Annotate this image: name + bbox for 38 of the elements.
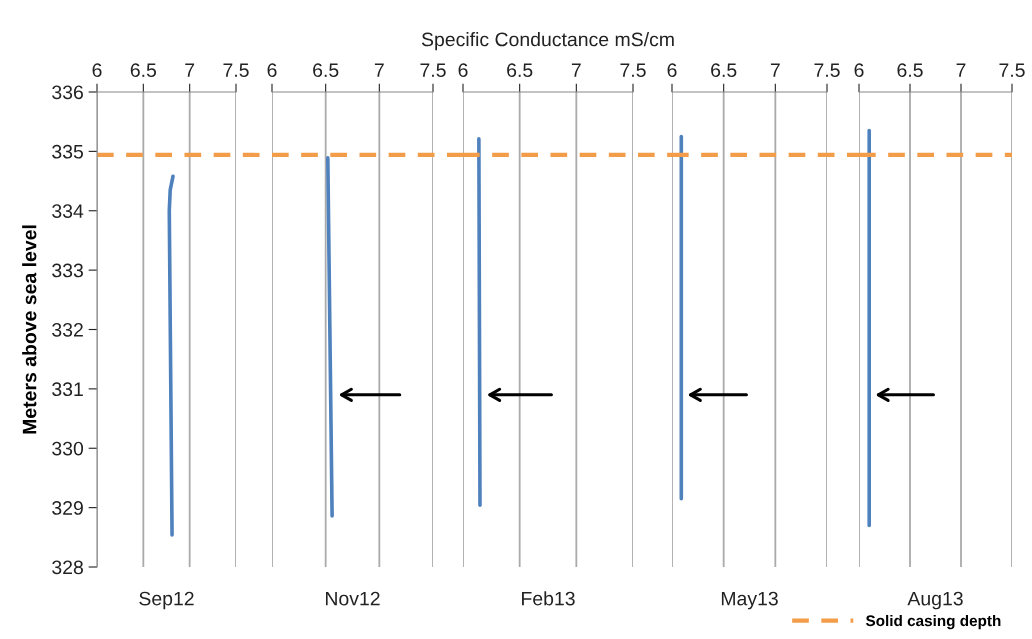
x-tick-label: 7.5 [223, 63, 249, 78]
legend-label: Solid casing depth [865, 614, 1001, 630]
x-tick-label: 6 [92, 63, 102, 78]
y-axis-title: Meters above sea level [22, 225, 37, 434]
y-tick-label: 334 [52, 204, 84, 218]
x-tick-label: 7 [770, 63, 780, 77]
x-tick-label: 7 [374, 63, 384, 77]
text: Feb13 [522, 591, 575, 606]
x-axis-title: Specific Conductance mS/cm [421, 32, 674, 51]
y-tick-label: 333 [52, 263, 83, 278]
text: Sep12 [139, 591, 194, 610]
x-tick-label: 6.5 [711, 63, 737, 78]
x-tick-label: 6.5 [130, 63, 157, 78]
x-tick-label: 7.5 [999, 63, 1025, 78]
y-tick-label: 330 [52, 441, 84, 456]
text: May13 [721, 591, 778, 610]
text: Aug13 [907, 591, 963, 610]
y-tick-label: 329 [52, 501, 83, 515]
y-tick-label: 336 [52, 85, 83, 100]
x-tick-label: 6 [667, 63, 677, 78]
x-tick-label: 7.5 [814, 63, 840, 78]
line-series [167, 174, 175, 537]
x-tick-label: 7 [956, 63, 966, 77]
x-tick-label: 6.5 [897, 63, 923, 78]
x-tick-label: 6.5 [507, 63, 533, 78]
x-tick-label: 6 [267, 63, 277, 78]
x-tick-label: 7.5 [420, 63, 446, 78]
x-tick-label: 7 [571, 63, 581, 77]
x-tick-label: 6.5 [313, 63, 339, 78]
x-tick-label: 6 [458, 63, 468, 78]
x-tick-label: 7.5 [620, 63, 646, 78]
y-tick-label: 328 [52, 560, 83, 575]
y-tick-label: 335 [52, 144, 83, 159]
y-tick-label: 331 [52, 382, 83, 397]
x-tick-label: 7 [185, 63, 195, 77]
text: Nov12 [325, 591, 380, 606]
y-tick-label: 332 [52, 322, 83, 337]
x-tick-label: 6 [854, 63, 864, 78]
